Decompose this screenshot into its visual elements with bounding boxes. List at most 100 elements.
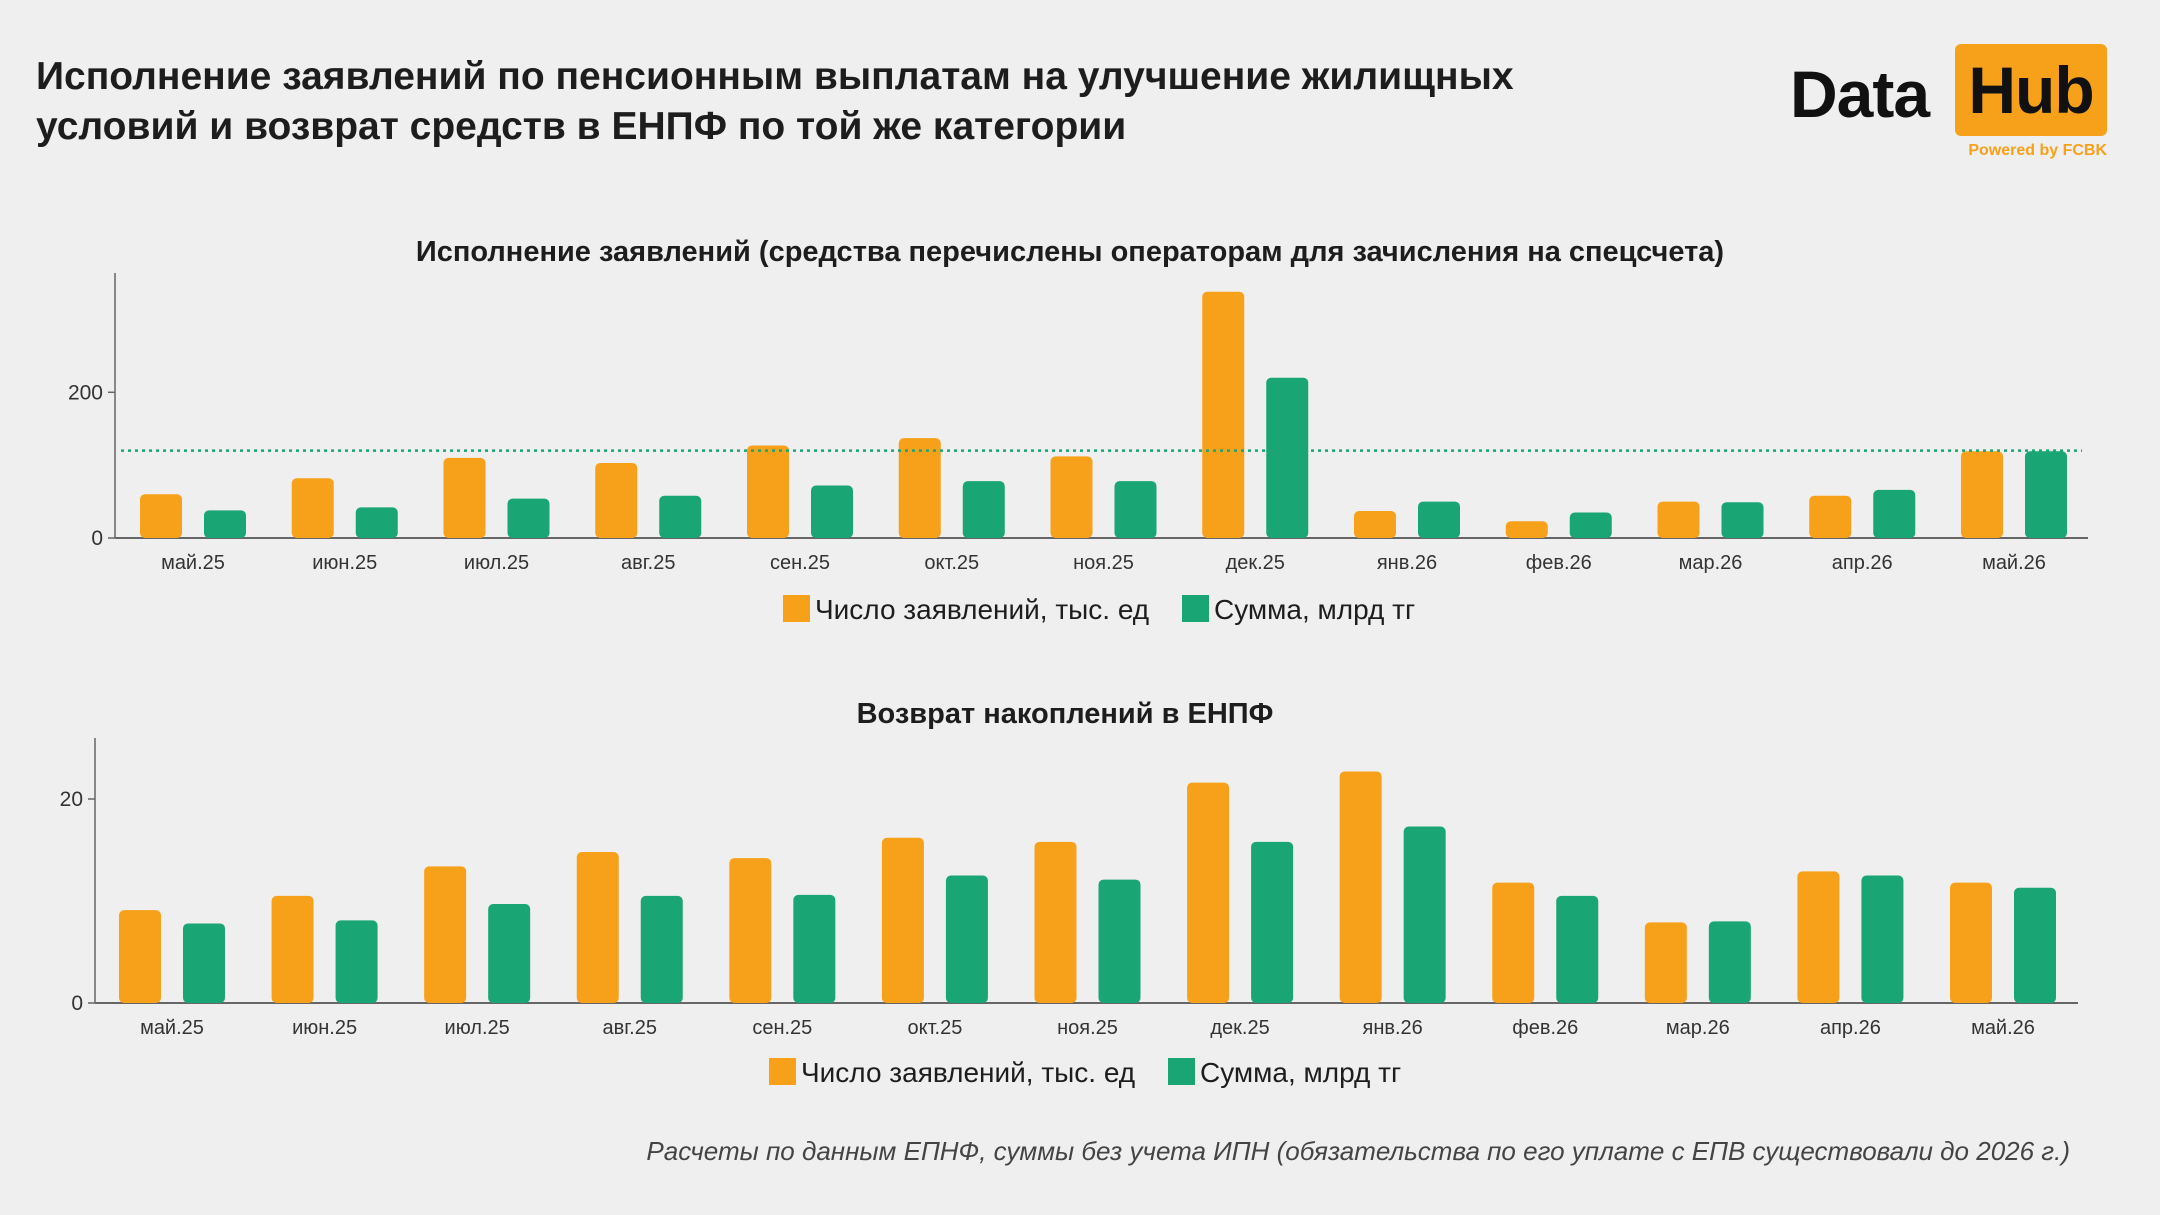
chart0-bar-count [291, 478, 334, 538]
chart0-bar-count [140, 494, 182, 538]
chart0-x-tick-label: авг.25 [621, 552, 675, 574]
chart1-x-tick-label: май.26 [1971, 1017, 2035, 1039]
chart0-bar-sum [1873, 489, 1916, 538]
logo-word-hub: Hub [1955, 44, 2107, 136]
chart-applications: Исполнение заявлений (средства перечисле… [68, 236, 2088, 625]
chart1-legend-label: Сумма, млрд тг [1200, 1057, 1401, 1088]
chart0-bar-sum [962, 481, 1005, 538]
chart0-y-tick-label: 200 [68, 381, 103, 404]
chart0-x-tick-label: июл.25 [464, 552, 529, 574]
chart1-bar-sum [945, 875, 988, 1003]
chart0-x-tick-label: янв.26 [1377, 552, 1437, 574]
chart1-x-tick-label: мар.26 [1666, 1017, 1730, 1039]
chart0-legend-label: Число заявлений, тыс. ед [815, 594, 1149, 625]
chart0-x-tick-label: апр.26 [1832, 552, 1893, 574]
chart1-x-tick-label: апр.26 [1820, 1017, 1881, 1039]
chart1-bar-count [1492, 882, 1535, 1003]
chart1-x-tick-label: дек.25 [1210, 1017, 1269, 1039]
chart0-bar-count [595, 462, 638, 538]
chart-enpf-returns: Возврат накоплений в ЕНПФ 0 20 май.25 июн.25… [60, 698, 2078, 1088]
chart0-bar-count [443, 457, 486, 538]
chart0-bar-sum [355, 507, 398, 538]
chart1-x-tick-label: янв.26 [1363, 1017, 1423, 1039]
chart1-bar-count [729, 858, 772, 1003]
chart1-bar-sum [2014, 887, 2056, 1003]
chart1-bar-count [881, 837, 924, 1003]
chart1-bar-sum [488, 904, 531, 1003]
chart1-x-tick-label: май.25 [140, 1017, 204, 1039]
chart1-bar-sum [183, 923, 225, 1003]
chart1-bar-sum [1098, 879, 1141, 1003]
chart1-bar-sum [1251, 841, 1294, 1003]
chart0-bar-count [1354, 511, 1396, 538]
datahub-logo: Data Hub Powered by FCBK [1790, 44, 2110, 164]
page-title: Исполнение заявлений по пенсионным выпла… [36, 55, 1514, 148]
chart1-legend-swatch [769, 1058, 796, 1085]
chart0-legend-swatch [783, 595, 810, 622]
chart1-bar-sum [1403, 826, 1446, 1003]
chart0-x-tick-label: фев.26 [1526, 552, 1592, 574]
chart1-bar-count [1797, 871, 1840, 1003]
chart1-bar-count [1644, 922, 1687, 1003]
chart1-bar-sum [793, 894, 836, 1003]
chart1-x-tick-label: ноя.25 [1057, 1017, 1118, 1039]
chart1-bar-count [1034, 841, 1077, 1003]
chart0-bar-sum [2025, 451, 2067, 538]
chart0-bar-count [1505, 521, 1548, 538]
chart1-bar-count [271, 895, 314, 1003]
footnote: Расчеты по данным ЕПНФ, суммы без учета … [646, 1136, 2070, 1166]
chart0-bar-sum [659, 495, 702, 538]
chart1-bar-sum [1556, 895, 1599, 1003]
chart1-legend-label: Число заявлений, тыс. ед [801, 1057, 1135, 1088]
chart0-bar-count [1809, 495, 1852, 538]
chart0-bar-sum [204, 510, 246, 538]
chart0-x-tick-label: июн.25 [312, 552, 377, 574]
chart1-bar-sum [640, 895, 683, 1003]
chart1-bar-count [1187, 782, 1230, 1003]
chart0-bar-count [898, 438, 941, 538]
chart0-bar-sum [811, 485, 853, 538]
chart1-x-tick-label: авг.25 [603, 1017, 657, 1039]
chart0-x-tick-label: дек.25 [1226, 552, 1285, 574]
chart1-bar-sum [1861, 875, 1904, 1003]
chart0-legend-swatch [1182, 595, 1209, 622]
chart1-bar-sum [1708, 921, 1751, 1003]
chart1-x-tick-label: июн.25 [292, 1017, 357, 1039]
chart1-x-tick-label: фев.26 [1512, 1017, 1578, 1039]
logo-tagline: Powered by FCBK [1968, 142, 2107, 159]
chart0-x-tick-label: май.26 [1982, 552, 2046, 574]
chart1-bar-sum [335, 920, 378, 1003]
chart0-bar-count [747, 445, 789, 538]
chart1-title: Возврат накоплений в ЕНПФ [857, 698, 1274, 730]
chart0-bar-sum [1114, 481, 1157, 538]
chart1-legend: Число заявлений, тыс. ед Сумма, млрд тг [769, 1057, 1401, 1088]
chart1-bar-count [1950, 882, 1992, 1003]
chart1-y-tick-label: 0 [71, 992, 83, 1015]
chart0-x-tick-label: сен.25 [770, 552, 830, 574]
chart0-bar-count [1961, 451, 2003, 538]
chart1-bar-count [1339, 771, 1382, 1003]
chart1-bar-count [576, 852, 619, 1003]
chart1-bar-count [424, 866, 467, 1003]
chart0-bar-sum [1266, 377, 1309, 538]
chart0-bar-count [1657, 501, 1700, 538]
chart0-bar-sum [1569, 512, 1612, 538]
chart0-title: Исполнение заявлений (средства перечисле… [416, 236, 1724, 268]
chart1-x-tick-label: июл.25 [445, 1017, 510, 1039]
chart0-legend-label: Сумма, млрд тг [1214, 594, 1415, 625]
chart1-x-tick-label: окт.25 [907, 1017, 962, 1039]
chart1-bar-count [119, 910, 161, 1003]
chart0-bar-count [1050, 456, 1093, 538]
chart0-x-tick-label: мар.26 [1679, 552, 1743, 574]
chart0-bar-count [1202, 291, 1245, 538]
chart1-legend-swatch [1168, 1058, 1195, 1085]
chart0-x-tick-label: ноя.25 [1073, 552, 1134, 574]
chart0-y-tick-label: 0 [91, 527, 103, 550]
chart0-bar-sum [507, 498, 550, 538]
chart0-bar-sum [1721, 502, 1764, 538]
chart0-x-tick-label: окт.25 [924, 552, 979, 574]
chart0-legend: Число заявлений, тыс. ед Сумма, млрд тг [783, 594, 1415, 625]
chart1-x-tick-label: сен.25 [752, 1017, 812, 1039]
chart1-y-tick-label: 20 [60, 788, 83, 811]
chart0-x-tick-label: май.25 [161, 552, 225, 574]
